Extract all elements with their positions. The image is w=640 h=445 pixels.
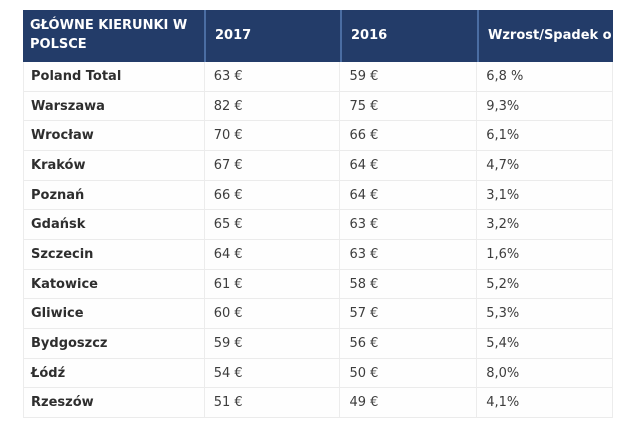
table-row: Gdańsk 65 € 63 € 3,2%: [24, 210, 612, 241]
table-row: Bydgoszcz 59 € 56 € 5,4%: [24, 329, 612, 359]
city-name-cell: Warszawa: [31, 98, 105, 114]
price-2017-cell: 65 €: [203, 210, 340, 240]
city-name-cell: Kraków: [31, 157, 86, 173]
city-name-cell: Poznań: [31, 187, 85, 203]
price-2017-cell: 64 €: [203, 240, 340, 269]
city-name-cell: Rzeszów: [31, 395, 94, 411]
price-2016-cell: 50 €: [339, 358, 476, 388]
change-percent-cell: 4,7%: [476, 151, 612, 180]
price-2016-cell: 63 €: [339, 210, 476, 240]
price-2016-cell: 64 €: [339, 151, 476, 180]
change-percent-cell: 4,1%: [476, 388, 612, 418]
city-name-cell: Gliwice: [31, 306, 84, 322]
table-header-row: GŁÓWNE KIERUNKI W POLSCE 2017 2016 Wzros…: [23, 10, 613, 62]
city-name-cell: Szczecin: [31, 246, 94, 262]
price-2016-cell: 59 €: [339, 62, 476, 91]
change-percent-cell: 9,3%: [476, 91, 612, 121]
price-2017-cell: 51 €: [203, 388, 340, 418]
column-header-2016: 2016: [340, 10, 477, 62]
table-row: Gliwice 60 € 57 € 5,3%: [24, 299, 612, 330]
city-name-cell: Gdańsk: [31, 217, 86, 233]
change-percent-cell: 6,8 %: [476, 62, 612, 91]
table-row: Katowice 61 € 58 € 5,2%: [24, 269, 612, 300]
price-2017-cell: 82 €: [203, 91, 340, 121]
change-percent-cell: 1,6%: [476, 240, 612, 269]
change-percent-cell: 5,3%: [476, 299, 612, 329]
city-price-table: GŁÓWNE KIERUNKI W POLSCE 2017 2016 Wzros…: [23, 10, 613, 419]
column-header-change: Wzrost/Spadek o: [477, 10, 613, 62]
change-percent-cell: 6,1%: [476, 121, 612, 151]
city-name-cell: Bydgoszcz: [31, 335, 108, 351]
price-2016-cell: 58 €: [339, 269, 476, 299]
change-percent-cell: 5,2%: [476, 269, 612, 299]
table-row: Kraków 67 € 64 € 4,7%: [24, 151, 612, 181]
price-2016-cell: 75 €: [339, 91, 476, 121]
city-name-cell: Poland Total: [31, 68, 122, 84]
table-row: Szczecin 64 € 63 € 1,6%: [24, 240, 612, 270]
price-2016-cell: 57 €: [339, 299, 476, 329]
table-row: Poznań 66 € 64 € 3,1%: [24, 180, 612, 211]
price-2017-cell: 60 €: [203, 299, 340, 329]
price-2017-cell: 61 €: [203, 269, 340, 299]
city-name-cell: Wrocław: [31, 128, 94, 144]
price-2017-cell: 59 €: [203, 329, 340, 358]
change-percent-cell: 3,2%: [476, 210, 612, 240]
column-header-destinations: GŁÓWNE KIERUNKI W POLSCE: [30, 18, 188, 52]
price-2017-cell: 66 €: [203, 180, 340, 210]
price-2016-cell: 56 €: [339, 329, 476, 358]
table-row: Rzeszów 51 € 49 € 4,1%: [24, 388, 612, 419]
price-2016-cell: 64 €: [339, 180, 476, 210]
change-percent-cell: 5,4%: [476, 329, 612, 358]
table-body: Poland Total 63 € 59 € 6,8 % Warszawa 82…: [23, 62, 613, 419]
table-row: Poland Total 63 € 59 € 6,8 %: [24, 62, 612, 92]
city-name-cell: Katowice: [31, 276, 98, 292]
city-name-cell: Łódź: [31, 365, 66, 381]
price-2016-cell: 66 €: [339, 121, 476, 151]
column-header-2017: 2017: [204, 10, 340, 62]
price-2017-cell: 70 €: [203, 121, 340, 151]
price-2017-cell: 67 €: [203, 151, 340, 180]
price-2017-cell: 54 €: [203, 358, 340, 388]
price-2016-cell: 63 €: [339, 240, 476, 269]
table-row: Łódź 54 € 50 € 8,0%: [24, 358, 612, 389]
price-2017-cell: 63 €: [203, 62, 340, 91]
change-percent-cell: 3,1%: [476, 180, 612, 210]
change-percent-cell: 8,0%: [476, 358, 612, 388]
price-2016-cell: 49 €: [339, 388, 476, 418]
table-row: Warszawa 82 € 75 € 9,3%: [24, 91, 612, 122]
table-row: Wrocław 70 € 66 € 6,1%: [24, 121, 612, 152]
